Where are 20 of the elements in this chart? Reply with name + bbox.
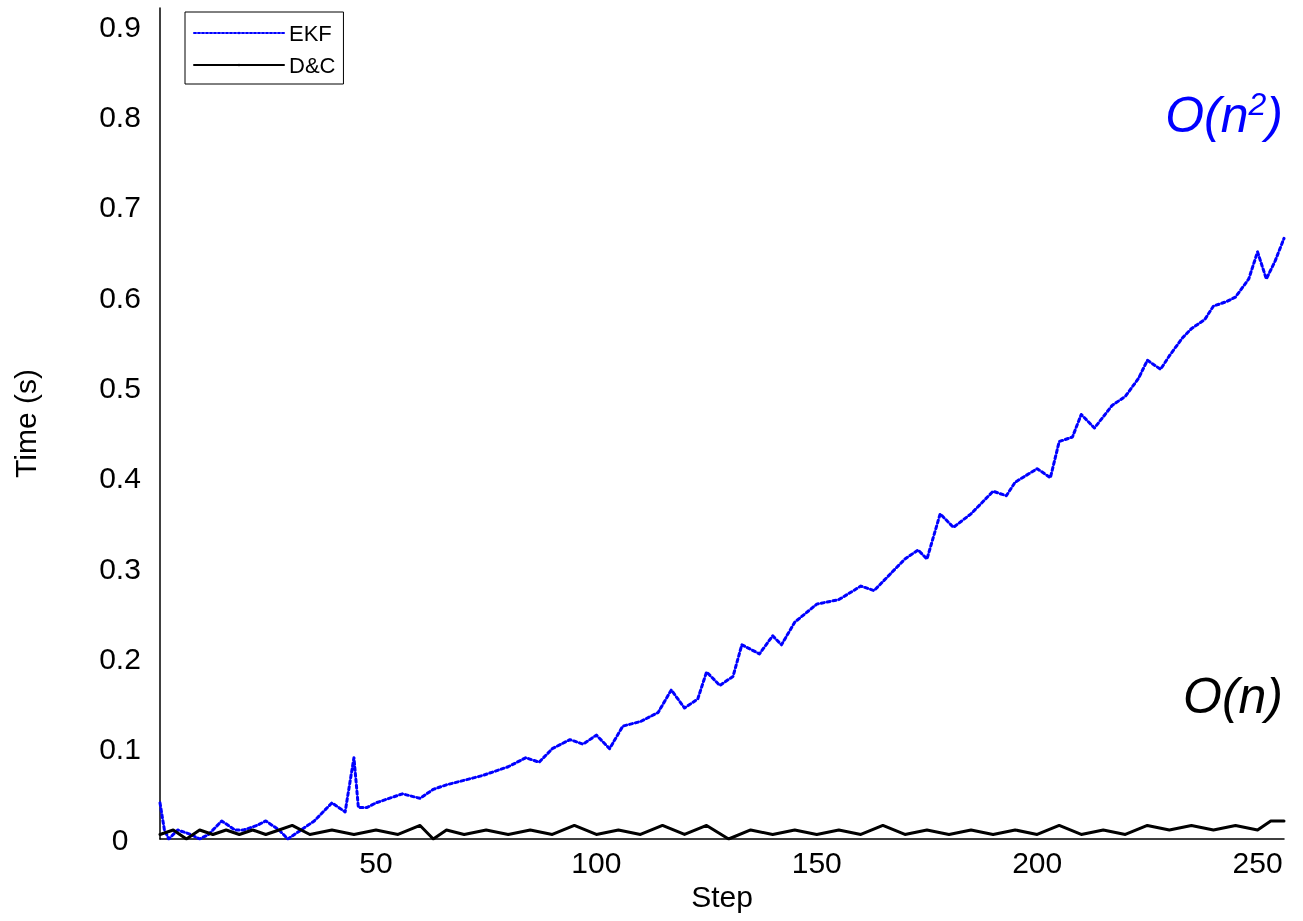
y-tick-label: 0.2 [99,641,141,675]
y-tick-label: 0.1 [99,732,141,766]
y-tick-label: 0.5 [99,370,141,404]
y-tick-label: 0.6 [99,280,141,314]
y-tick-label: 0 [111,822,129,856]
y-tick-label: 0.8 [99,99,141,133]
y-tick-label: 0.7 [99,190,141,224]
legend-label: EKF [289,20,332,46]
x-tick-label: 100 [571,845,622,879]
y-tick-label: 0.3 [99,551,141,585]
x-tick-label: 200 [1012,845,1063,879]
x-tick-label: 250 [1232,845,1283,879]
legend-label: D&C [289,52,336,78]
x-tick-label: 150 [791,845,842,879]
y-tick-label: 0.4 [99,461,141,495]
x-axis-title: Step [691,880,753,914]
y-axis-title: Time (s) [8,369,42,478]
x-tick-label: 50 [359,845,393,879]
annotation: O(n) [1183,667,1283,724]
y-tick-label: 0.9 [99,9,141,43]
